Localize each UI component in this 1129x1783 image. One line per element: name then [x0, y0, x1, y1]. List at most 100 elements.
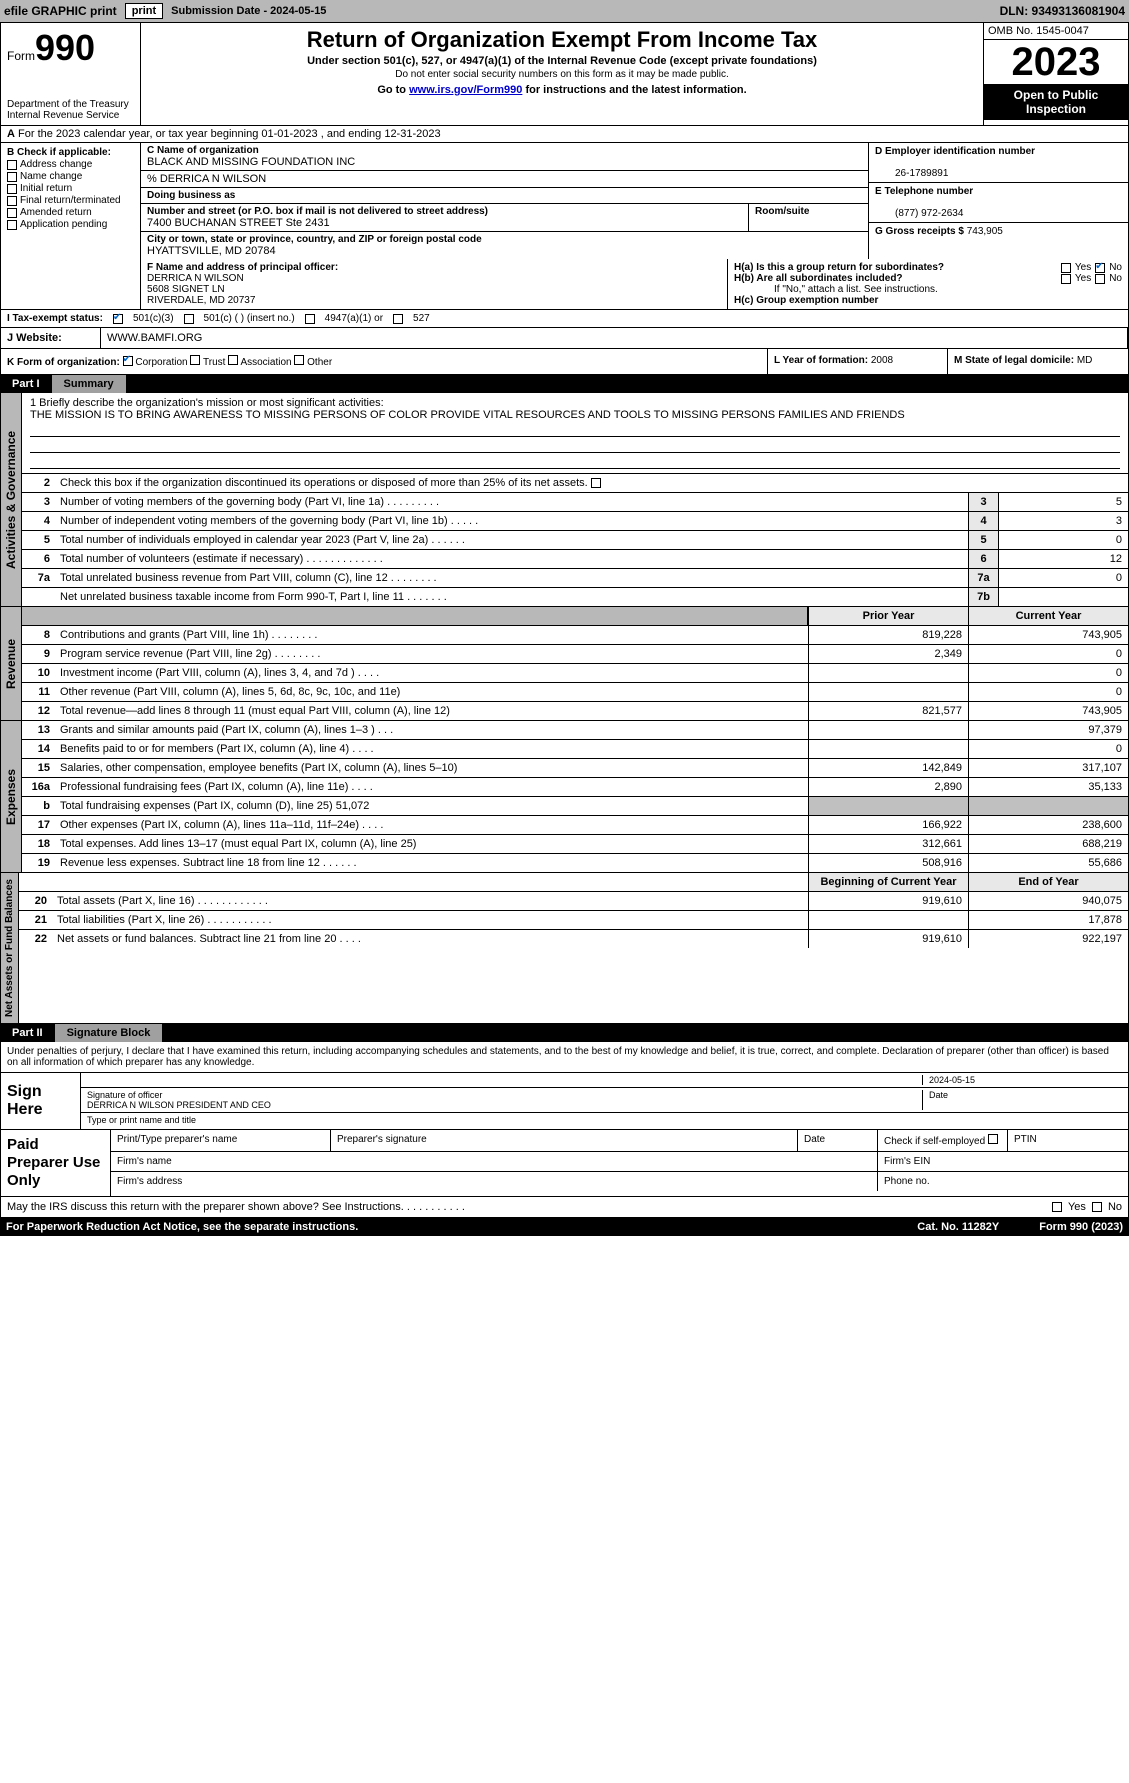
- chk-4947[interactable]: [305, 314, 315, 324]
- gov-val: 3: [998, 512, 1128, 530]
- chk-501c3[interactable]: [113, 314, 123, 324]
- ssn-note: Do not enter social security numbers on …: [149, 69, 975, 80]
- irs-link[interactable]: www.irs.gov/Form990: [409, 84, 522, 96]
- exp-line: 19Revenue less expenses. Subtract line 1…: [22, 854, 1128, 872]
- mission-block: 1 Briefly describe the organization's mi…: [22, 393, 1128, 474]
- net-line: 21Total liabilities (Part X, line 26) . …: [19, 911, 1128, 930]
- gov-val: 0: [998, 569, 1128, 587]
- officer-name: DERRICA N WILSON: [147, 273, 244, 284]
- discuss-no[interactable]: [1092, 1202, 1102, 1212]
- chk-final-return[interactable]: [7, 196, 17, 206]
- part1-expenses: Expenses 13Grants and similar amounts pa…: [0, 721, 1129, 873]
- sig-date: 2024-05-15: [922, 1075, 1122, 1085]
- form-header: Form990 Department of the Treasury Inter…: [0, 22, 1129, 126]
- dept: Department of the Treasury Internal Reve…: [7, 99, 134, 121]
- form-number: Form990: [7, 27, 134, 69]
- exp-line: bTotal fundraising expenses (Part IX, co…: [22, 797, 1128, 816]
- chk-name-change[interactable]: [7, 172, 17, 182]
- vtab-net: Net Assets or Fund Balances: [1, 873, 19, 1023]
- section-d: D Employer identification number26-17898…: [868, 143, 1128, 259]
- ha-yes[interactable]: [1061, 263, 1071, 273]
- street-address: 7400 BUCHANAN STREET Ste 2431: [147, 217, 330, 229]
- chk-corp[interactable]: [123, 356, 133, 366]
- part1-revenue: Revenue Prior YearCurrent Year 8Contribu…: [0, 607, 1129, 721]
- gov-line: 6Total number of volunteers (estimate if…: [22, 550, 1128, 569]
- chk-527[interactable]: [393, 314, 403, 324]
- sign-here-label: Sign Here: [1, 1073, 81, 1129]
- print-tab[interactable]: print: [125, 3, 163, 19]
- gov-val: 12: [998, 550, 1128, 568]
- part1-header: Part I Summary: [0, 375, 1129, 393]
- chk-other[interactable]: [294, 355, 304, 365]
- paid-preparer: Paid Preparer Use Only Print/Type prepar…: [1, 1129, 1128, 1196]
- page-footer: For Paperwork Reduction Act Notice, see …: [0, 1218, 1129, 1236]
- gov-line: 4Number of independent voting members of…: [22, 512, 1128, 531]
- part2-header: Part II Signature Block: [0, 1024, 1129, 1042]
- public-inspection: Open to Public Inspection: [984, 84, 1128, 120]
- gov-val: [998, 588, 1128, 606]
- chk-trust[interactable]: [190, 355, 200, 365]
- rev-line: 10Investment income (Part VIII, column (…: [22, 664, 1128, 683]
- exp-line: 17Other expenses (Part IX, column (A), l…: [22, 816, 1128, 835]
- gov-line: 7aTotal unrelated business revenue from …: [22, 569, 1128, 588]
- net-line: 22Net assets or fund balances. Subtract …: [19, 930, 1128, 948]
- hb-no[interactable]: [1095, 274, 1105, 284]
- vtab-expenses: Expenses: [1, 721, 22, 872]
- chk-pending[interactable]: [7, 220, 17, 230]
- year-formation: 2008: [871, 355, 893, 366]
- discuss-row: May the IRS discuss this return with the…: [0, 1197, 1129, 1218]
- row-a: A For the 2023 calendar year, or tax yea…: [0, 126, 1129, 143]
- chk-assoc[interactable]: [228, 355, 238, 365]
- city-state-zip: HYATTSVILLE, MD 20784: [147, 245, 276, 257]
- exp-line: 16aProfessional fundraising fees (Part I…: [22, 778, 1128, 797]
- officer-sig-name: DERRICA N WILSON PRESIDENT AND CEO: [87, 1100, 271, 1110]
- gross-receipts: 743,905: [967, 226, 1003, 237]
- section-b: B Check if applicable: Address change Na…: [1, 143, 141, 259]
- state-domicile: MD: [1077, 355, 1093, 366]
- section-f-h: F Name and address of principal officer:…: [0, 259, 1129, 310]
- exp-line: 14Benefits paid to or for members (Part …: [22, 740, 1128, 759]
- vtab-governance: Activities & Governance: [1, 393, 22, 606]
- phone: (877) 972-2634: [875, 208, 963, 219]
- mission-text: THE MISSION IS TO BRING AWARENESS TO MIS…: [30, 409, 1120, 421]
- section-k-l-m: K Form of organization: Corporation Trus…: [0, 349, 1129, 375]
- section-i-j: I Tax-exempt status: 501(c)(3) 501(c) ( …: [0, 310, 1129, 328]
- website: WWW.BAMFI.ORG: [101, 328, 1128, 348]
- declaration: Under penalties of perjury, I declare th…: [1, 1042, 1128, 1073]
- section-j: J Website: WWW.BAMFI.ORG: [0, 328, 1129, 349]
- omb: OMB No. 1545-0047: [984, 23, 1128, 40]
- signature-block: Under penalties of perjury, I declare th…: [0, 1042, 1129, 1197]
- rev-line: 9Program service revenue (Part VIII, lin…: [22, 645, 1128, 664]
- chk-amended[interactable]: [7, 208, 17, 218]
- rev-line: 11Other revenue (Part VIII, column (A), …: [22, 683, 1128, 702]
- form-ref: Form 990 (2023): [1039, 1221, 1123, 1233]
- tax-year: 2023: [984, 40, 1128, 84]
- exp-line: 18Total expenses. Add lines 13–17 (must …: [22, 835, 1128, 854]
- submission-date: Submission Date - 2024-05-15: [171, 5, 326, 17]
- discuss-yes[interactable]: [1052, 1202, 1062, 1212]
- chk-discontinued[interactable]: [591, 478, 601, 488]
- net-line: 20Total assets (Part X, line 16) . . . .…: [19, 892, 1128, 911]
- gov-val: 5: [998, 493, 1128, 511]
- exp-line: 15Salaries, other compensation, employee…: [22, 759, 1128, 778]
- ein: 26-1789891: [875, 168, 948, 179]
- chk-501c[interactable]: [184, 314, 194, 324]
- chk-self-employed[interactable]: [988, 1134, 998, 1144]
- hb-yes[interactable]: [1061, 274, 1071, 284]
- gov-line: 3Number of voting members of the governi…: [22, 493, 1128, 512]
- part1-governance: Activities & Governance 1 Briefly descri…: [0, 393, 1129, 607]
- rev-line: 8Contributions and grants (Part VIII, li…: [22, 626, 1128, 645]
- org-name: BLACK AND MISSING FOUNDATION INC: [147, 156, 355, 168]
- gov-val: 0: [998, 531, 1128, 549]
- exp-line: 13Grants and similar amounts paid (Part …: [22, 721, 1128, 740]
- ha-no[interactable]: [1095, 263, 1105, 273]
- form-title: Return of Organization Exempt From Incom…: [149, 27, 975, 53]
- care-of: % DERRICA N WILSON: [147, 173, 266, 185]
- topbar: efile GRAPHIC print print Submission Dat…: [0, 0, 1129, 22]
- gov-line: Net unrelated business taxable income fr…: [22, 588, 1128, 606]
- chk-address-change[interactable]: [7, 160, 17, 170]
- subtitle: Under section 501(c), 527, or 4947(a)(1)…: [149, 55, 975, 67]
- chk-initial-return[interactable]: [7, 184, 17, 194]
- section-c: C Name of organizationBLACK AND MISSING …: [141, 143, 868, 259]
- dln: DLN: 93493136081904: [1000, 4, 1125, 18]
